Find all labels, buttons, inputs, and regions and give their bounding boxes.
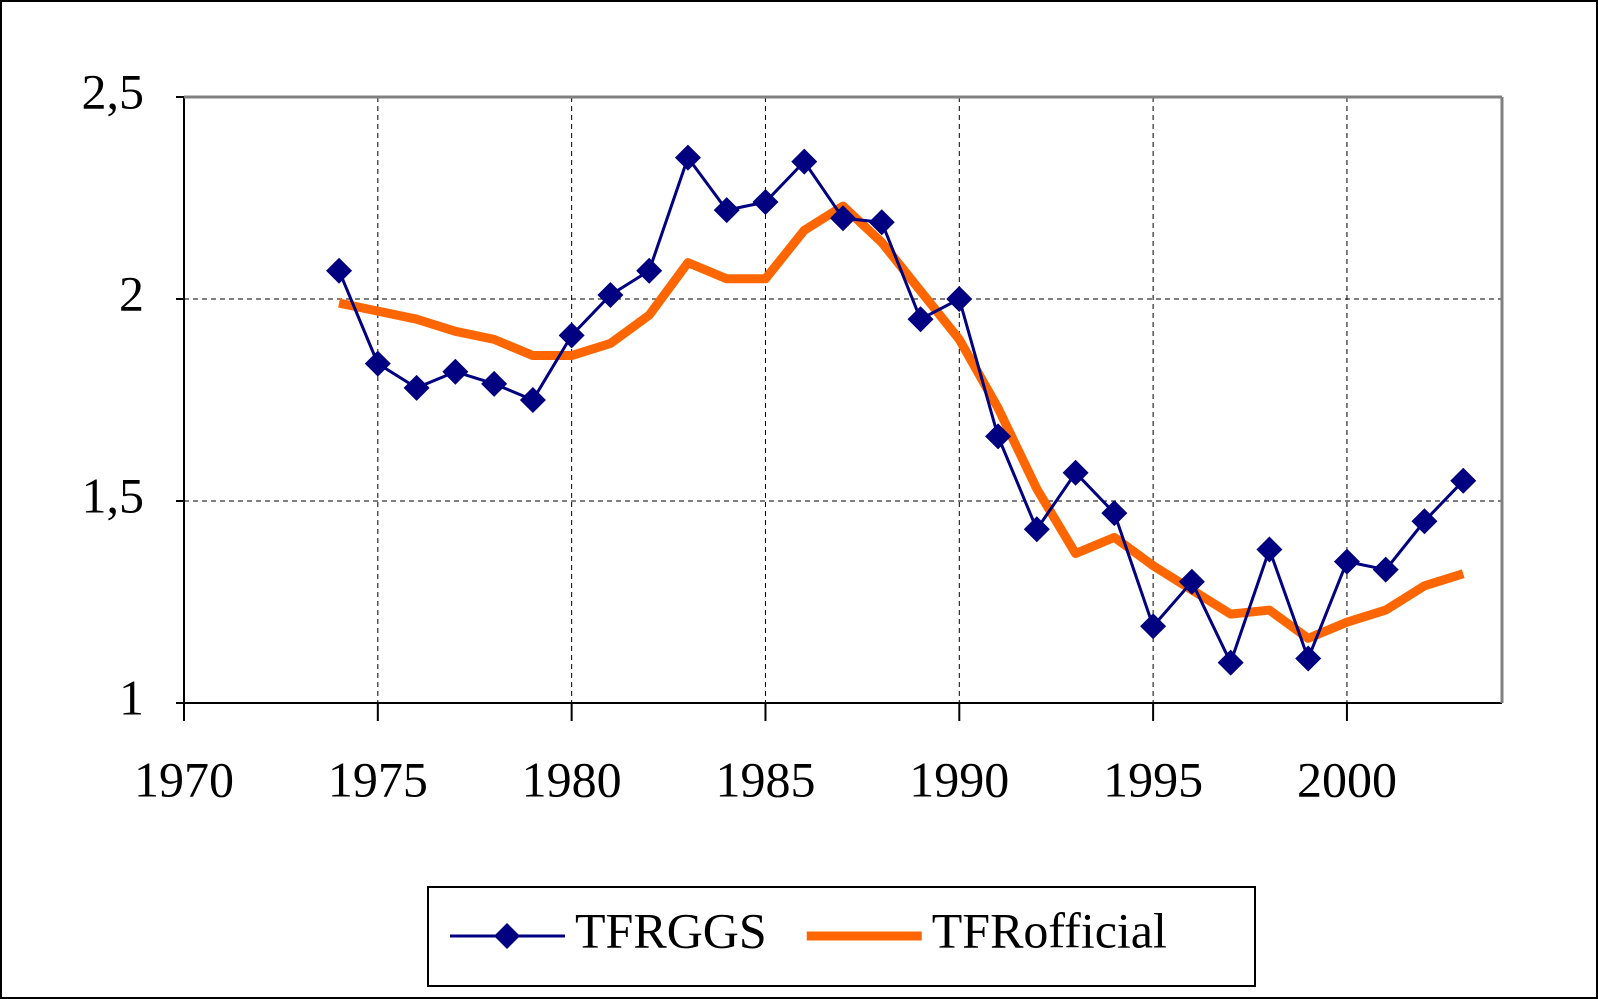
point-marker <box>1178 568 1205 595</box>
point-marker <box>364 350 391 377</box>
point-marker <box>442 358 469 385</box>
y-tick-label: 2,5 <box>82 63 145 119</box>
point-marker <box>1062 459 1089 486</box>
point-marker <box>1372 556 1399 583</box>
point-marker <box>519 387 546 413</box>
x-tick-label: 1985 <box>715 751 815 807</box>
point-marker <box>907 306 934 333</box>
x-tick-label: 1975 <box>328 751 428 807</box>
point-marker <box>791 148 818 175</box>
point-marker <box>1295 645 1322 672</box>
point-marker <box>1333 548 1360 575</box>
y-tick-label: 2 <box>119 265 144 321</box>
point-marker <box>946 286 973 312</box>
legend-marker <box>494 923 520 949</box>
point-marker <box>1256 536 1283 563</box>
x-tick-label: 1980 <box>522 751 622 807</box>
point-marker <box>1217 649 1244 676</box>
point-marker <box>597 281 624 308</box>
point-marker <box>1411 508 1438 535</box>
point-marker <box>830 205 856 232</box>
plot-area <box>184 97 1502 703</box>
point-marker <box>1140 613 1167 640</box>
point-marker <box>1450 467 1477 494</box>
legend-label: TFRGGS <box>575 902 767 958</box>
point-marker <box>752 189 779 216</box>
x-tick-label: 1995 <box>1103 751 1203 807</box>
x-tick-label: 1970 <box>134 751 234 807</box>
point-marker <box>1023 516 1050 543</box>
point-marker <box>868 209 895 236</box>
y-tick-label: 1,5 <box>82 467 145 523</box>
point-marker <box>1101 500 1128 527</box>
point-marker <box>985 423 1012 450</box>
point-marker <box>481 370 508 397</box>
x-tick-label: 2000 <box>1297 751 1397 807</box>
point-marker <box>403 374 430 401</box>
point-marker <box>326 257 353 284</box>
legend-label: TFRofficial <box>932 902 1167 958</box>
y-tick-label: 1 <box>119 669 144 725</box>
x-tick-label: 1990 <box>909 751 1009 807</box>
point-marker <box>558 322 585 349</box>
point-marker <box>636 257 663 284</box>
point-marker <box>713 197 740 224</box>
point-marker <box>674 144 701 171</box>
